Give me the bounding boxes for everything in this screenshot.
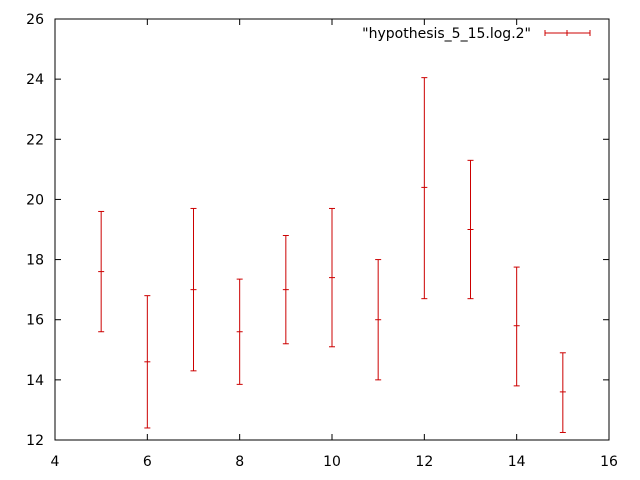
- legend-sample: [544, 30, 591, 36]
- x-tick-label: 10: [323, 454, 341, 470]
- x-tick-label: 4: [51, 454, 60, 470]
- y-tick-label: 24: [26, 72, 44, 88]
- x-tick-label: 6: [143, 454, 152, 470]
- series-group: [98, 77, 566, 433]
- y-tick-label: 16: [26, 313, 44, 329]
- y-tick-label: 18: [26, 253, 44, 269]
- axis-ticks: 4 6 8 10 12 14 16 12 14 16 18 20 22 24 26: [26, 12, 618, 470]
- x-tick-label: 14: [508, 454, 526, 470]
- legend: "hypothesis_5_15.log.2": [362, 26, 591, 42]
- y-tick-label: 26: [26, 12, 44, 28]
- y-tick-label: 14: [26, 373, 44, 389]
- x-tick-label: 16: [600, 454, 618, 470]
- legend-label: "hypothesis_5_15.log.2": [362, 26, 531, 42]
- y-tick-label: 22: [26, 132, 44, 148]
- y-tick-label: 12: [26, 433, 44, 449]
- x-tick-label: 8: [235, 454, 244, 470]
- x-tick-label: 12: [415, 454, 433, 470]
- y-tick-label: 20: [26, 192, 44, 208]
